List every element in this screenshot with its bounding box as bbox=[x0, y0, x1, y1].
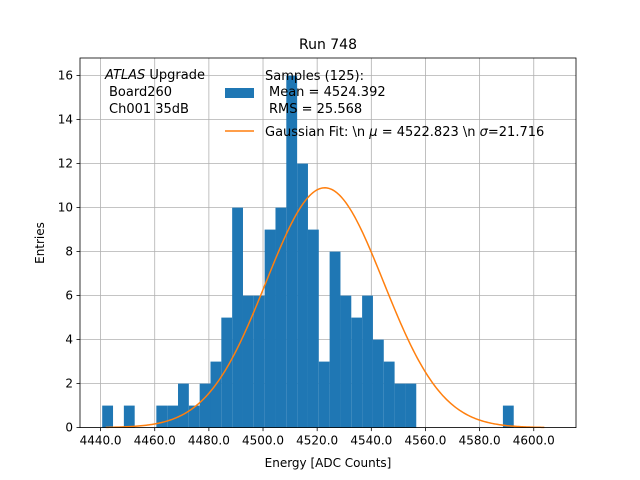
x-tick-label: 4460.0 bbox=[134, 434, 176, 448]
y-tick-label: 10 bbox=[58, 201, 73, 215]
y-tick-label: 0 bbox=[65, 421, 73, 435]
histogram-bar bbox=[178, 383, 189, 428]
x-tick-label: 4440.0 bbox=[80, 434, 122, 448]
legend: Samples (125): Mean = 4524.392 RMS = 25.… bbox=[225, 69, 544, 140]
y-axis-ticks: 0 2 4 6 8 10 12 14 16 bbox=[58, 69, 80, 435]
y-tick-label: 12 bbox=[58, 157, 73, 171]
y-tick-label: 4 bbox=[65, 333, 73, 347]
histogram-bar bbox=[362, 295, 373, 428]
histogram-bar bbox=[383, 361, 395, 428]
histogram-bar bbox=[394, 383, 406, 428]
histogram-bar bbox=[253, 295, 265, 428]
x-axis-label: Energy [ADC Counts] bbox=[265, 456, 392, 470]
histogram-bar bbox=[405, 383, 417, 428]
histogram-bar bbox=[199, 383, 211, 428]
y-tick-label: 2 bbox=[65, 377, 73, 391]
histogram-bar bbox=[297, 163, 308, 428]
atlas-annotation: ATLAS Upgrade Board260 Ch001 35dB bbox=[104, 68, 205, 117]
x-tick-label: 4500.0 bbox=[242, 434, 284, 448]
y-tick-label: 8 bbox=[65, 245, 73, 259]
y-tick-label: 14 bbox=[58, 113, 73, 127]
legend-fit-sigma: σ bbox=[480, 125, 489, 140]
x-axis-ticks: 4440.0 4460.0 4480.0 4500.0 4520.0 4540.0 4560… bbox=[80, 427, 555, 448]
histogram-bar bbox=[318, 361, 330, 428]
legend-fit-mu: μ bbox=[368, 125, 377, 140]
histogram-bar bbox=[372, 339, 384, 428]
y-axis-label: Entries bbox=[33, 222, 47, 264]
legend-fit-part-1: Gaussian Fit: \n bbox=[265, 125, 369, 140]
histogram-bar bbox=[351, 317, 363, 428]
legend-hist-patch bbox=[225, 88, 254, 98]
legend-mean: Mean = 4524.392 bbox=[269, 85, 386, 100]
x-tick-label: 4560.0 bbox=[404, 434, 446, 448]
histogram-bar bbox=[123, 405, 135, 428]
histogram-bar bbox=[340, 295, 352, 428]
histogram-bars bbox=[102, 75, 514, 428]
annotation-upgrade: Upgrade bbox=[145, 68, 205, 83]
annotation-atlas: ATLAS bbox=[104, 68, 145, 83]
histogram-bar bbox=[329, 251, 341, 428]
x-tick-label: 4600.0 bbox=[513, 434, 555, 448]
gaussian-fit-curve bbox=[105, 187, 545, 429]
histogram-bar bbox=[156, 405, 168, 428]
x-tick-label: 4480.0 bbox=[188, 434, 230, 448]
histogram-bar bbox=[275, 207, 287, 428]
x-tick-label: 4540.0 bbox=[350, 434, 392, 448]
histogram-bar bbox=[232, 207, 243, 428]
legend-samples: Samples (125): bbox=[265, 69, 364, 84]
histogram-bar bbox=[242, 295, 254, 428]
histogram-bar bbox=[307, 229, 319, 428]
annotation-line-3: Ch001 35dB bbox=[109, 102, 189, 117]
annotation-line-2: Board260 bbox=[109, 85, 172, 100]
legend-fit-part-3: =21.716 bbox=[488, 125, 544, 140]
histogram-bar bbox=[264, 229, 276, 428]
annotation-line-1: ATLAS Upgrade bbox=[104, 68, 205, 83]
histogram-bar bbox=[502, 405, 514, 428]
plot-frame bbox=[79, 57, 577, 429]
y-tick-label: 16 bbox=[58, 69, 73, 83]
legend-rms: RMS = 25.568 bbox=[269, 102, 362, 117]
legend-fit-part-2: = 4522.823 \n bbox=[378, 125, 480, 140]
histogram-bar bbox=[167, 405, 179, 428]
legend-fit-label: Gaussian Fit: \n μ = 4522.823 \n σ=21.71… bbox=[265, 125, 544, 140]
histogram-bar bbox=[286, 75, 298, 428]
histogram-bar bbox=[188, 405, 200, 428]
histogram-bar bbox=[210, 361, 222, 428]
histogram-bar bbox=[221, 317, 233, 428]
chart-title: Run 748 bbox=[299, 37, 357, 53]
y-tick-label: 6 bbox=[65, 289, 73, 303]
x-tick-label: 4580.0 bbox=[459, 434, 501, 448]
histogram-bar bbox=[102, 405, 114, 428]
x-tick-label: 4520.0 bbox=[296, 434, 338, 448]
